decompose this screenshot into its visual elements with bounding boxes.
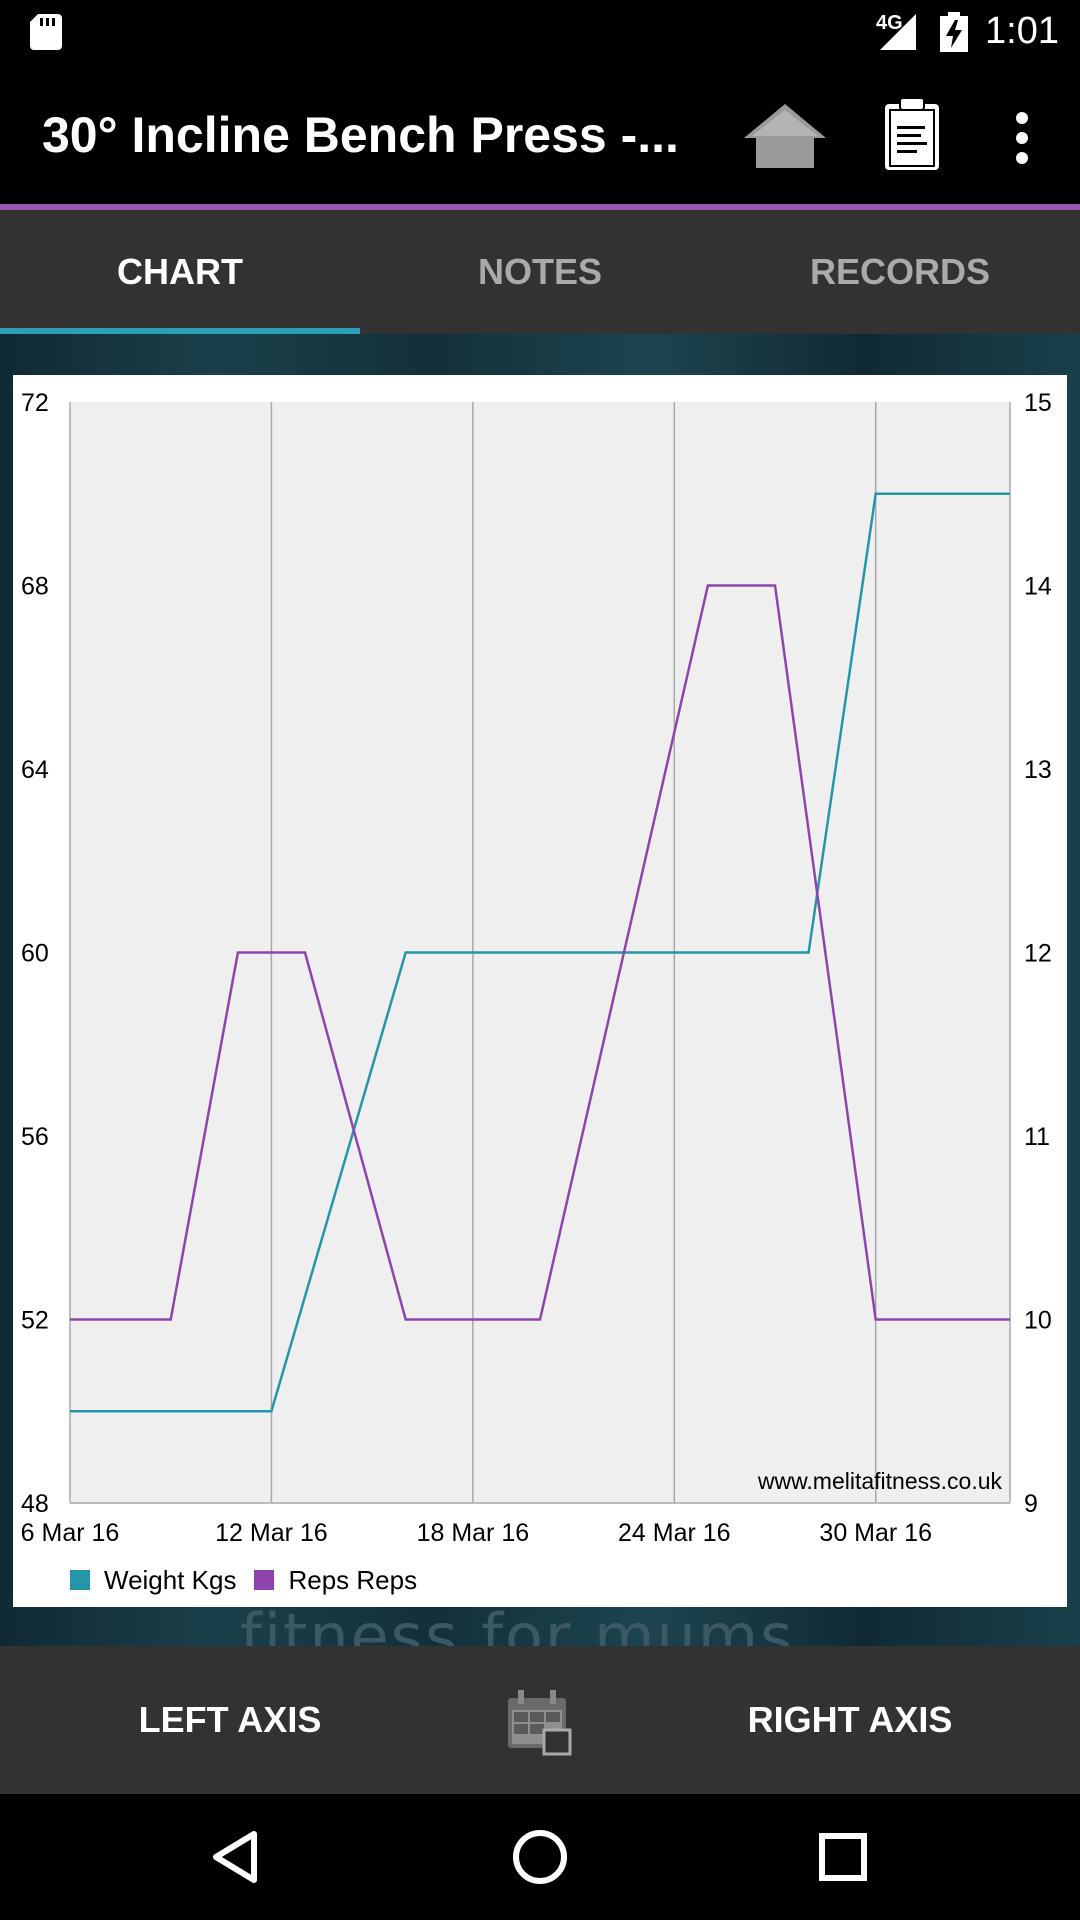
- legend-label-weight: Weight Kgs: [104, 1564, 237, 1595]
- signal-icon: [880, 14, 916, 50]
- right-y-tick-label: 15: [1024, 389, 1052, 417]
- x-tick-label: 6 Mar 16: [21, 1519, 120, 1547]
- left-y-tick-label: 56: [21, 1123, 49, 1151]
- legend-swatch-reps: [254, 1570, 275, 1590]
- home-circle-icon[interactable]: [505, 1822, 575, 1892]
- chart-card: 6 Mar 16 12 Mar 16 18 Mar 16 24 Mar 16 30 Ma…: [13, 375, 1067, 1607]
- line-chart: 6 Mar 16 12 Mar 16 18 Mar 16 24 Mar 16 30 Ma…: [21, 389, 1052, 1547]
- right-y-tick-label: 11: [1024, 1123, 1050, 1151]
- bottom-action-bar: LEFT AXIS RIGHT AXIS: [0, 1646, 1080, 1794]
- home-icon[interactable]: [742, 102, 828, 172]
- clock: 1:01: [985, 10, 1059, 52]
- left-axis-button[interactable]: LEFT AXIS: [138, 1699, 322, 1740]
- more-vert-icon[interactable]: [1000, 110, 1044, 166]
- tab-chart[interactable]: CHART: [117, 251, 243, 292]
- battery-charging-icon: [940, 12, 968, 52]
- left-y-tick-label: 60: [21, 940, 49, 968]
- clipboard-icon[interactable]: [882, 96, 942, 172]
- left-y-tick-label: 68: [21, 573, 49, 601]
- sd-card-icon: [30, 14, 62, 50]
- series-line-reps: [70, 584, 1010, 1321]
- legend-label-reps: Reps Reps: [288, 1564, 418, 1595]
- x-tick-label: 18 Mar 16: [417, 1519, 530, 1547]
- status-bar: 4G 1:01: [0, 0, 1080, 66]
- network-type-label: 4G: [876, 12, 903, 34]
- tab-notes[interactable]: NOTES: [477, 251, 602, 292]
- app-bar: 30° Incline Bench Press -...: [0, 66, 1080, 206]
- legend-item-weight: Weight Kgs: [70, 1565, 236, 1596]
- chart-legend: Weight Kgs Reps Reps: [70, 1562, 435, 1598]
- recents-icon[interactable]: [808, 1822, 878, 1892]
- series-line-weight: [70, 492, 1010, 1413]
- right-y-tick-label: 12: [1024, 940, 1052, 968]
- active-tab-indicator: [0, 328, 360, 334]
- left-y-tick-label: 64: [21, 756, 49, 784]
- x-tick-label: 30 Mar 16: [819, 1519, 932, 1547]
- right-y-tick-label: 9: [1024, 1490, 1038, 1518]
- legend-item-reps: Reps Reps: [254, 1565, 417, 1596]
- calendar-icon[interactable]: [506, 1690, 574, 1756]
- page-title: 30° Incline Bench Press -...: [42, 107, 679, 163]
- x-tick-label: 24 Mar 16: [618, 1519, 731, 1547]
- left-y-tick-label: 52: [21, 1307, 49, 1335]
- chart-annotation: www.melitafitness.co.uk: [757, 1468, 1003, 1494]
- right-axis-button[interactable]: RIGHT AXIS: [747, 1699, 953, 1740]
- left-y-tick-label: 72: [21, 389, 49, 417]
- x-tick-label: 12 Mar 16: [215, 1519, 328, 1547]
- tab-records[interactable]: RECORDS: [809, 251, 991, 292]
- tab-bar: CHART NOTES RECORDS: [0, 210, 1080, 334]
- right-y-tick-label: 14: [1024, 573, 1052, 601]
- right-y-tick-label: 13: [1024, 756, 1052, 784]
- right-y-tick-label: 10: [1024, 1307, 1052, 1335]
- app-bar-accent-line: [0, 204, 1080, 210]
- back-icon[interactable]: [202, 1822, 272, 1892]
- legend-swatch-weight: [70, 1570, 90, 1590]
- left-y-tick-label: 48: [21, 1490, 49, 1518]
- system-nav-bar: [0, 1794, 1080, 1920]
